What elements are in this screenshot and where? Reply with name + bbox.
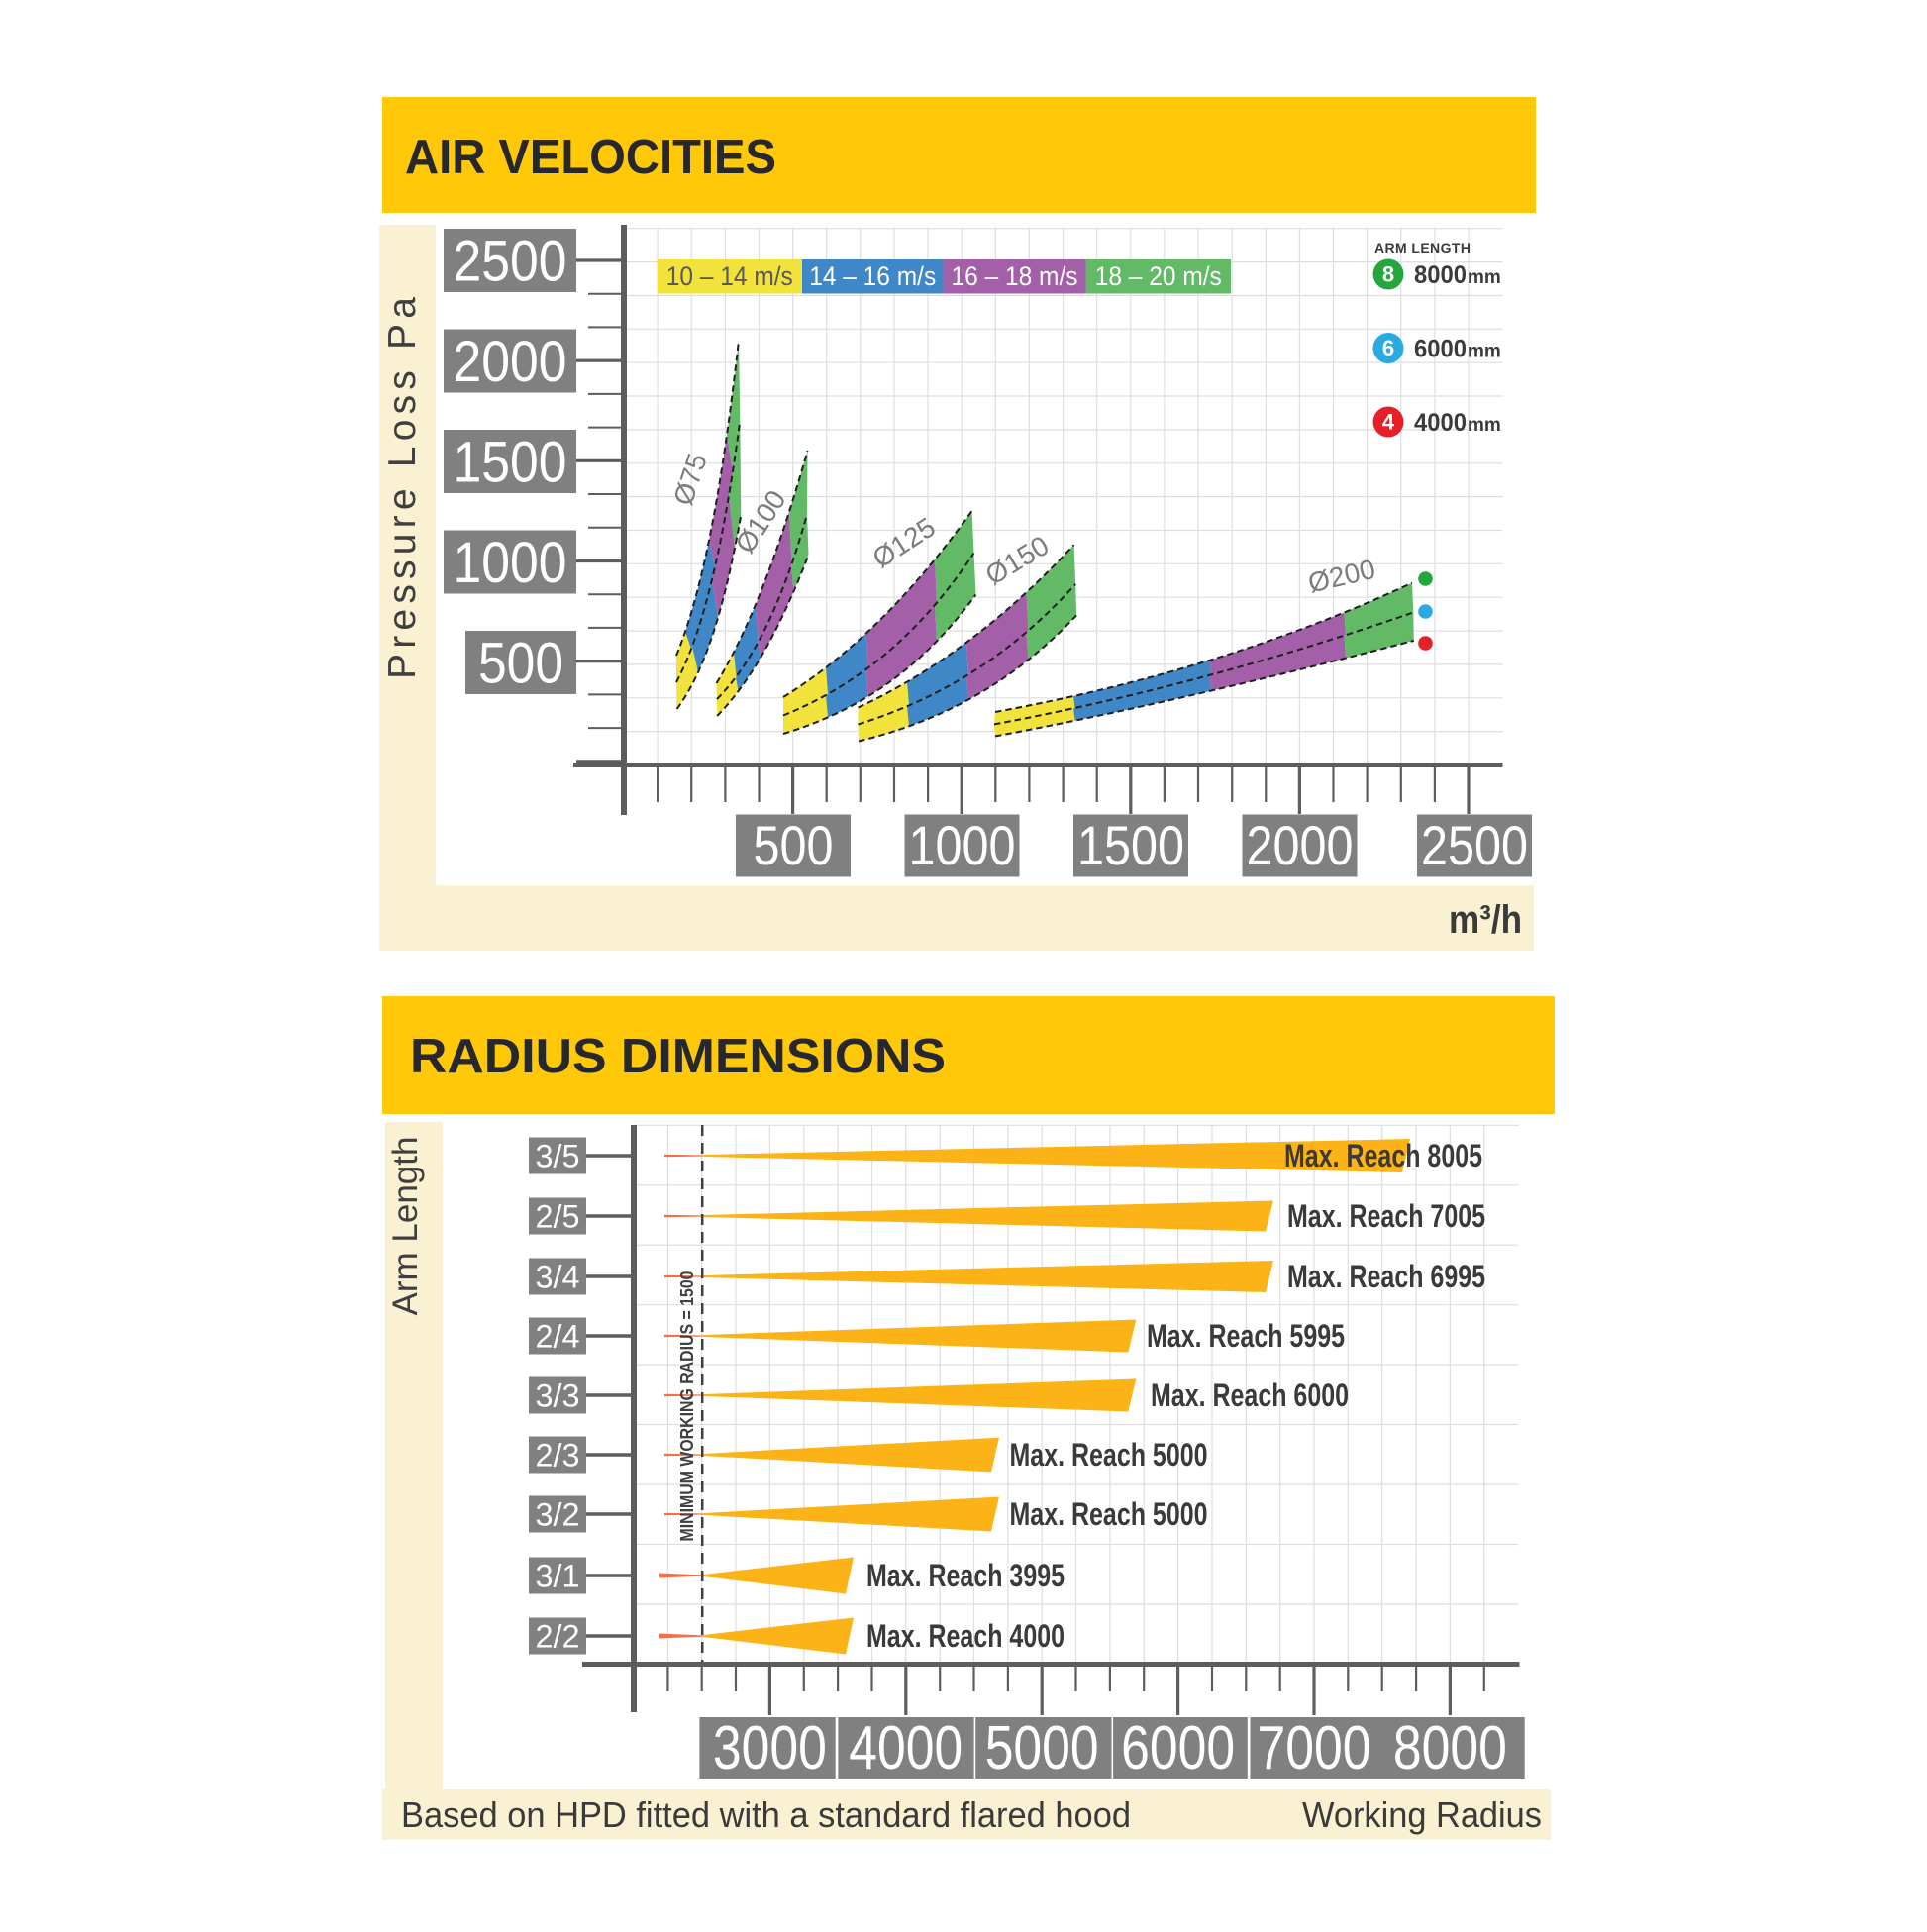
svg-text:1500: 1500 <box>1077 814 1184 876</box>
svg-text:Working Radius: Working Radius <box>1302 1794 1542 1835</box>
svg-text:4: 4 <box>1382 410 1395 435</box>
svg-text:mm: mm <box>1468 267 1501 288</box>
svg-text:8000: 8000 <box>1414 261 1467 289</box>
svg-text:1000: 1000 <box>909 814 1016 876</box>
svg-text:2/2: 2/2 <box>536 1619 580 1655</box>
svg-text:3/3: 3/3 <box>536 1378 580 1414</box>
svg-text:18 – 20 m/s: 18 – 20 m/s <box>1095 261 1222 291</box>
svg-text:7000: 7000 <box>1258 1714 1371 1782</box>
svg-text:Max. Reach 5000: Max. Reach 5000 <box>1010 1437 1208 1473</box>
svg-text:Arm Length: Arm Length <box>386 1137 425 1316</box>
svg-text:2500: 2500 <box>1421 814 1528 876</box>
svg-text:Max. Reach 3995: Max. Reach 3995 <box>866 1558 1065 1593</box>
svg-text:1500: 1500 <box>454 431 567 495</box>
svg-text:5000: 5000 <box>985 1714 1099 1782</box>
svg-text:4000: 4000 <box>849 1714 963 1782</box>
svg-text:2/5: 2/5 <box>536 1199 580 1235</box>
svg-text:3/5: 3/5 <box>536 1139 580 1174</box>
svg-text:ARM LENGTH: ARM LENGTH <box>1374 240 1471 255</box>
svg-text:m³/h: m³/h <box>1449 898 1522 942</box>
svg-text:14 – 16 m/s: 14 – 16 m/s <box>809 261 936 291</box>
svg-text:Max. Reach 6000: Max. Reach 6000 <box>1151 1377 1349 1413</box>
svg-text:Max. Reach 5995: Max. Reach 5995 <box>1147 1318 1345 1354</box>
svg-text:500: 500 <box>754 814 834 876</box>
svg-text:RADIUS DIMENSIONS: RADIUS DIMENSIONS <box>410 1030 946 1083</box>
svg-text:Max. Reach 6995: Max. Reach 6995 <box>1287 1259 1485 1294</box>
svg-text:Max. Reach 5000: Max. Reach 5000 <box>1010 1496 1208 1532</box>
svg-text:Based on HPD fitted with a sta: Based on HPD fitted with a standard flar… <box>401 1794 1131 1835</box>
svg-text:2/3: 2/3 <box>536 1438 580 1474</box>
svg-text:MINIMUM WORKING RADIUS = 1500: MINIMUM WORKING RADIUS = 1500 <box>676 1271 697 1542</box>
svg-text:8000: 8000 <box>1393 1714 1507 1782</box>
svg-text:1000: 1000 <box>454 531 567 595</box>
svg-text:mm: mm <box>1468 342 1501 362</box>
svg-text:6: 6 <box>1382 336 1394 360</box>
svg-text:2000: 2000 <box>454 330 567 394</box>
svg-text:3000: 3000 <box>713 1714 827 1782</box>
svg-text:2/4: 2/4 <box>536 1319 580 1355</box>
svg-text:500: 500 <box>478 632 563 696</box>
svg-text:8: 8 <box>1382 262 1394 287</box>
svg-text:2000: 2000 <box>1247 814 1354 876</box>
svg-text:6000: 6000 <box>1121 1714 1235 1782</box>
svg-text:mm: mm <box>1468 415 1501 436</box>
svg-text:AIR VELOCITIES: AIR VELOCITIES <box>405 131 776 184</box>
svg-text:2500: 2500 <box>454 230 567 294</box>
svg-text:3/2: 3/2 <box>536 1497 580 1533</box>
svg-text:Max. Reach 8005: Max. Reach 8005 <box>1284 1138 1482 1173</box>
svg-text:3/4: 3/4 <box>536 1260 580 1295</box>
svg-text:3/1: 3/1 <box>536 1559 580 1594</box>
svg-text:16 – 18 m/s: 16 – 18 m/s <box>952 261 1078 291</box>
svg-text:Max. Reach 4000: Max. Reach 4000 <box>866 1618 1065 1654</box>
svg-text:10 – 14 m/s: 10 – 14 m/s <box>666 261 793 291</box>
svg-text:6000: 6000 <box>1414 336 1467 363</box>
svg-text:Max. Reach 7005: Max. Reach 7005 <box>1287 1198 1485 1234</box>
svg-text:4000: 4000 <box>1414 409 1467 437</box>
